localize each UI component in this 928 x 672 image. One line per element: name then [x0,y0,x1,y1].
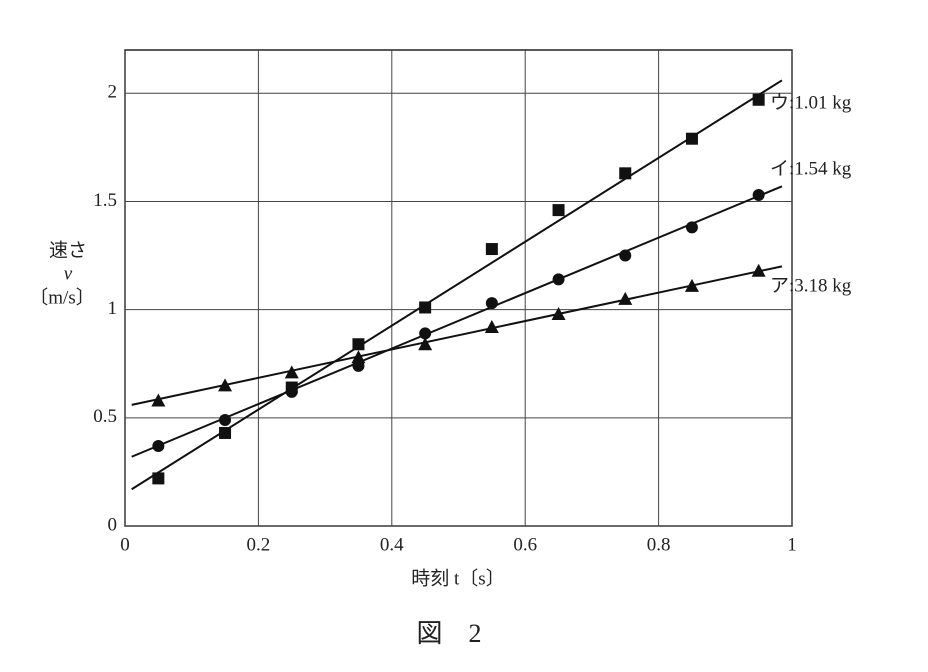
y-tick-label: 2 [108,82,118,103]
fit-line [131,265,783,406]
point [352,359,365,372]
figure-caption: 図 2 [416,619,481,648]
point [619,167,632,180]
y-tick-label: 0.5 [93,406,117,427]
fit-line [131,185,783,458]
point [352,338,365,351]
x-tick-label: 0.8 [647,534,671,555]
point [619,249,632,262]
series-label: イ:1.54 kg [770,158,852,179]
point [418,337,433,351]
y-axis-label: v [64,263,73,284]
x-axis-label: 時刻 t〔s〕 [411,567,504,589]
point [552,273,565,286]
point [485,297,498,310]
y-tick-label: 0 [108,514,118,535]
point [152,439,165,452]
y-tick-label: 1.5 [93,190,117,211]
point [685,132,698,145]
series-label: ア:3.18 kg [770,275,852,296]
point [685,221,698,234]
point [752,93,765,106]
x-tick-label: 0 [120,534,130,555]
point [285,381,298,394]
point [684,278,699,292]
point [219,426,232,439]
fit-line [131,79,783,491]
point [485,243,498,256]
point [551,306,566,320]
point [218,378,233,392]
point [752,188,765,201]
y-axis-label: 速さ [49,239,87,261]
point [284,365,299,379]
point [219,413,232,426]
point [618,291,633,305]
series-label: ウ:1.01 kg [770,92,852,113]
x-tick-label: 0.4 [380,534,404,555]
y-tick-label: 1 [108,298,118,319]
x-tick-label: 0.6 [513,534,537,555]
point [419,327,432,340]
point [419,301,432,314]
point [751,263,766,277]
point [484,319,499,333]
y-axis-label: 〔m/s〕 [29,286,94,308]
x-tick-label: 1 [787,534,797,555]
x-tick-label: 0.2 [247,534,271,555]
point [152,472,165,485]
point [151,393,166,407]
point [552,204,565,217]
